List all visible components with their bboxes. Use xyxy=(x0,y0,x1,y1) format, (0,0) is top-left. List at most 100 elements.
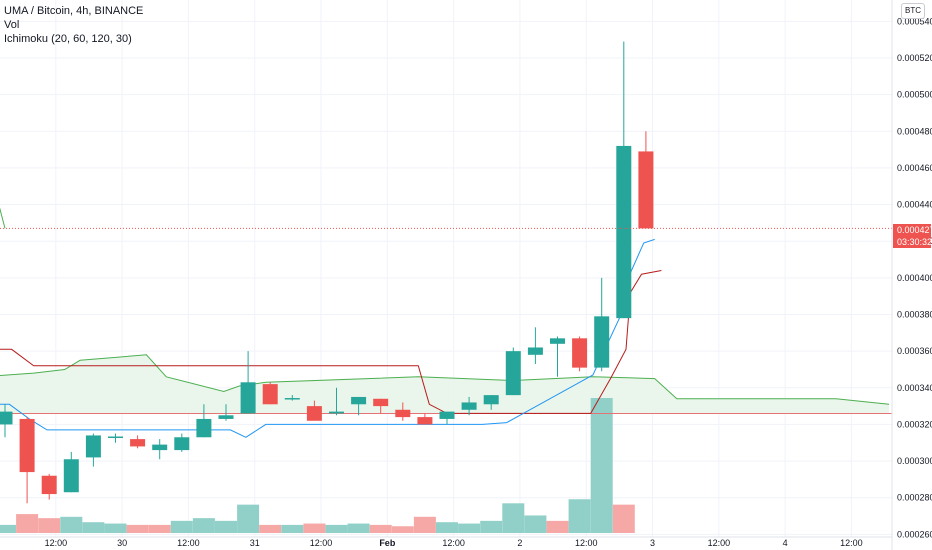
candle xyxy=(550,336,565,377)
volume-bar xyxy=(546,520,569,533)
volume-legend[interactable]: Vol xyxy=(4,19,20,31)
candle-body xyxy=(461,402,477,410)
candle-body xyxy=(572,338,588,368)
candle xyxy=(395,402,411,421)
candle xyxy=(616,41,632,319)
volume-bar xyxy=(126,524,149,533)
candle-body xyxy=(527,347,543,355)
candle-body xyxy=(196,418,212,438)
volume-bar xyxy=(148,524,171,533)
volume-bar xyxy=(0,524,16,533)
price-axis[interactable]: 0.000260 0.000280 0.000300 0.000320 0.000340… xyxy=(897,16,932,539)
volume-bar xyxy=(82,522,105,533)
volume-bar xyxy=(436,522,458,533)
volume-bar xyxy=(38,518,61,533)
volume-bar xyxy=(502,503,525,533)
candle-body xyxy=(218,415,234,419)
price-tick-label: 0.000340 xyxy=(897,383,932,393)
candle xyxy=(483,395,499,410)
symbol-title[interactable]: UMA / Bitcoin, 4h, BINANCE xyxy=(4,5,144,17)
candle-body xyxy=(417,417,433,425)
candle-body xyxy=(63,459,79,493)
time-tick-label: 3 xyxy=(650,538,655,548)
volume-bar xyxy=(347,523,370,533)
cloud-fill xyxy=(0,354,889,414)
candle-body xyxy=(41,475,57,495)
candle xyxy=(130,435,146,449)
candle-body xyxy=(483,395,499,405)
candle xyxy=(218,404,234,421)
price-tick-label: 0.000540 xyxy=(897,16,932,26)
time-axis[interactable]: 2912:003012:003112:00Feb12:00212:00312:0… xyxy=(0,538,863,548)
volume-bar xyxy=(237,504,260,533)
candle xyxy=(63,451,79,493)
ichimoku-cloud xyxy=(0,354,889,414)
candle-body xyxy=(174,437,190,451)
candle xyxy=(152,439,168,460)
candle xyxy=(41,473,57,500)
volume-bar xyxy=(281,524,304,533)
candle xyxy=(527,327,543,364)
price-tick-label: 0.000400 xyxy=(897,273,932,283)
volume-bar xyxy=(458,523,481,533)
volume-bar xyxy=(215,520,237,533)
currency-badge[interactable]: BTC xyxy=(901,3,925,19)
candle xyxy=(262,382,278,405)
volume-bar xyxy=(612,504,635,533)
countdown-tag-bg xyxy=(893,236,931,248)
time-tick-label: 12:00 xyxy=(840,538,863,548)
candle-body xyxy=(505,351,521,396)
time-tick-label: 30 xyxy=(117,538,127,548)
price-tick-label: 0.000380 xyxy=(897,309,932,319)
price-tags: 0.000427 03:30:32 xyxy=(893,224,932,248)
candle-body xyxy=(594,316,610,368)
volume-bar xyxy=(60,516,83,533)
candle-body xyxy=(395,409,411,418)
volume-bar xyxy=(170,520,193,533)
candle xyxy=(417,413,433,425)
price-tick-label: 0.000460 xyxy=(897,163,932,173)
candlesticks xyxy=(0,41,654,504)
volume-bar xyxy=(259,524,282,533)
candle xyxy=(85,433,101,467)
time-tick-label: 12:00 xyxy=(575,538,598,548)
candle-body xyxy=(85,435,101,458)
last-price-tag: 0.000427 xyxy=(897,225,932,235)
candle xyxy=(572,336,588,372)
candle-body xyxy=(108,436,123,439)
price-tick-label: 0.000480 xyxy=(897,126,932,136)
volume-bar xyxy=(325,524,348,533)
base-line xyxy=(0,270,662,414)
candle xyxy=(19,417,35,504)
time-tick-label: 12:00 xyxy=(45,538,68,548)
candle xyxy=(351,396,367,416)
candle-body xyxy=(550,338,565,344)
candle xyxy=(0,404,13,438)
volume-bar xyxy=(590,398,613,533)
volume-bar xyxy=(480,520,503,533)
candle-body xyxy=(616,145,632,319)
price-tick-label: 0.000360 xyxy=(897,346,932,356)
candle xyxy=(306,400,322,421)
volume-bar xyxy=(104,523,127,533)
candle xyxy=(284,395,300,401)
price-axis-background xyxy=(892,0,932,550)
candle xyxy=(108,433,123,443)
time-tick-label: 12:00 xyxy=(177,538,200,548)
candle xyxy=(373,398,389,414)
candle-body xyxy=(284,398,300,400)
time-tick-label: 12:00 xyxy=(708,538,731,548)
last-price-tag-bg xyxy=(893,224,931,236)
candle xyxy=(329,387,344,416)
volume-bar xyxy=(568,499,591,533)
ichimoku-legend[interactable]: Ichimoku (20, 60, 120, 30) xyxy=(4,33,132,45)
candle xyxy=(594,277,610,372)
candle-body xyxy=(240,382,256,414)
time-tick-label: Feb xyxy=(379,538,396,548)
price-tick-label: 0.000260 xyxy=(897,529,932,539)
price-tick-label: 0.000440 xyxy=(897,200,932,210)
candle-body xyxy=(439,411,455,419)
candle xyxy=(439,411,455,425)
price-tick-label: 0.000520 xyxy=(897,53,932,63)
